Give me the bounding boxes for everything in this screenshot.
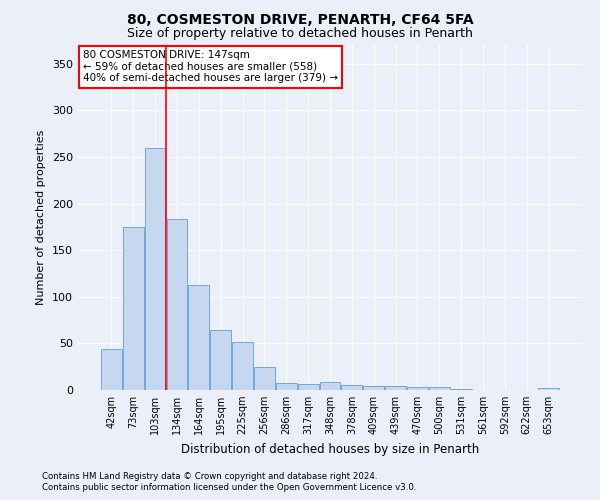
Bar bbox=[254, 366, 275, 390]
Bar bbox=[385, 386, 406, 390]
Bar bbox=[538, 388, 559, 390]
Text: Size of property relative to detached houses in Penarth: Size of property relative to detached ho… bbox=[127, 28, 473, 40]
Bar bbox=[298, 384, 319, 390]
Bar bbox=[145, 148, 166, 390]
Bar bbox=[276, 382, 296, 390]
Bar bbox=[364, 386, 384, 390]
Bar bbox=[341, 386, 362, 390]
Bar bbox=[210, 330, 231, 390]
Bar bbox=[232, 342, 253, 390]
Y-axis label: Number of detached properties: Number of detached properties bbox=[37, 130, 46, 305]
Bar bbox=[101, 349, 122, 390]
Bar bbox=[188, 284, 209, 390]
Text: 80, COSMESTON DRIVE, PENARTH, CF64 5FA: 80, COSMESTON DRIVE, PENARTH, CF64 5FA bbox=[127, 12, 473, 26]
Bar bbox=[320, 382, 340, 390]
Bar bbox=[429, 387, 450, 390]
Bar bbox=[167, 220, 187, 390]
Text: 80 COSMESTON DRIVE: 147sqm
← 59% of detached houses are smaller (558)
40% of sem: 80 COSMESTON DRIVE: 147sqm ← 59% of deta… bbox=[83, 50, 338, 84]
Text: Contains HM Land Registry data © Crown copyright and database right 2024.: Contains HM Land Registry data © Crown c… bbox=[42, 472, 377, 481]
Bar bbox=[451, 389, 472, 390]
Bar bbox=[407, 387, 428, 390]
X-axis label: Distribution of detached houses by size in Penarth: Distribution of detached houses by size … bbox=[181, 442, 479, 456]
Text: Contains public sector information licensed under the Open Government Licence v3: Contains public sector information licen… bbox=[42, 484, 416, 492]
Bar bbox=[123, 227, 143, 390]
